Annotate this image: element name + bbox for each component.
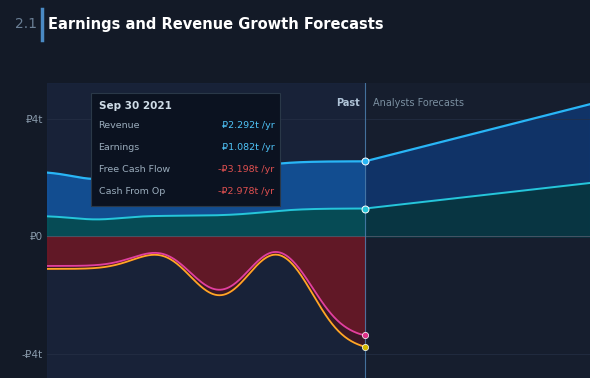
Text: Earnings: Earnings: [99, 143, 140, 152]
Text: -₽2.978t /yr: -₽2.978t /yr: [218, 187, 274, 196]
Text: Free Cash Flow: Free Cash Flow: [99, 165, 170, 174]
Text: -₽3.198t /yr: -₽3.198t /yr: [218, 165, 274, 174]
Text: ₽1.082t /yr: ₽1.082t /yr: [222, 143, 274, 152]
Text: Earnings and Revenue Growth Forecasts: Earnings and Revenue Growth Forecasts: [48, 17, 384, 32]
Text: Analysts Forecasts: Analysts Forecasts: [373, 98, 464, 108]
Text: 2.1: 2.1: [15, 17, 37, 31]
Text: ₽2.292t /yr: ₽2.292t /yr: [222, 121, 274, 130]
Bar: [47, 83, 365, 378]
Text: Past: Past: [336, 98, 360, 108]
Text: Sep 30 2021: Sep 30 2021: [99, 101, 172, 111]
Text: Cash From Op: Cash From Op: [99, 187, 165, 196]
Text: Revenue: Revenue: [99, 121, 140, 130]
